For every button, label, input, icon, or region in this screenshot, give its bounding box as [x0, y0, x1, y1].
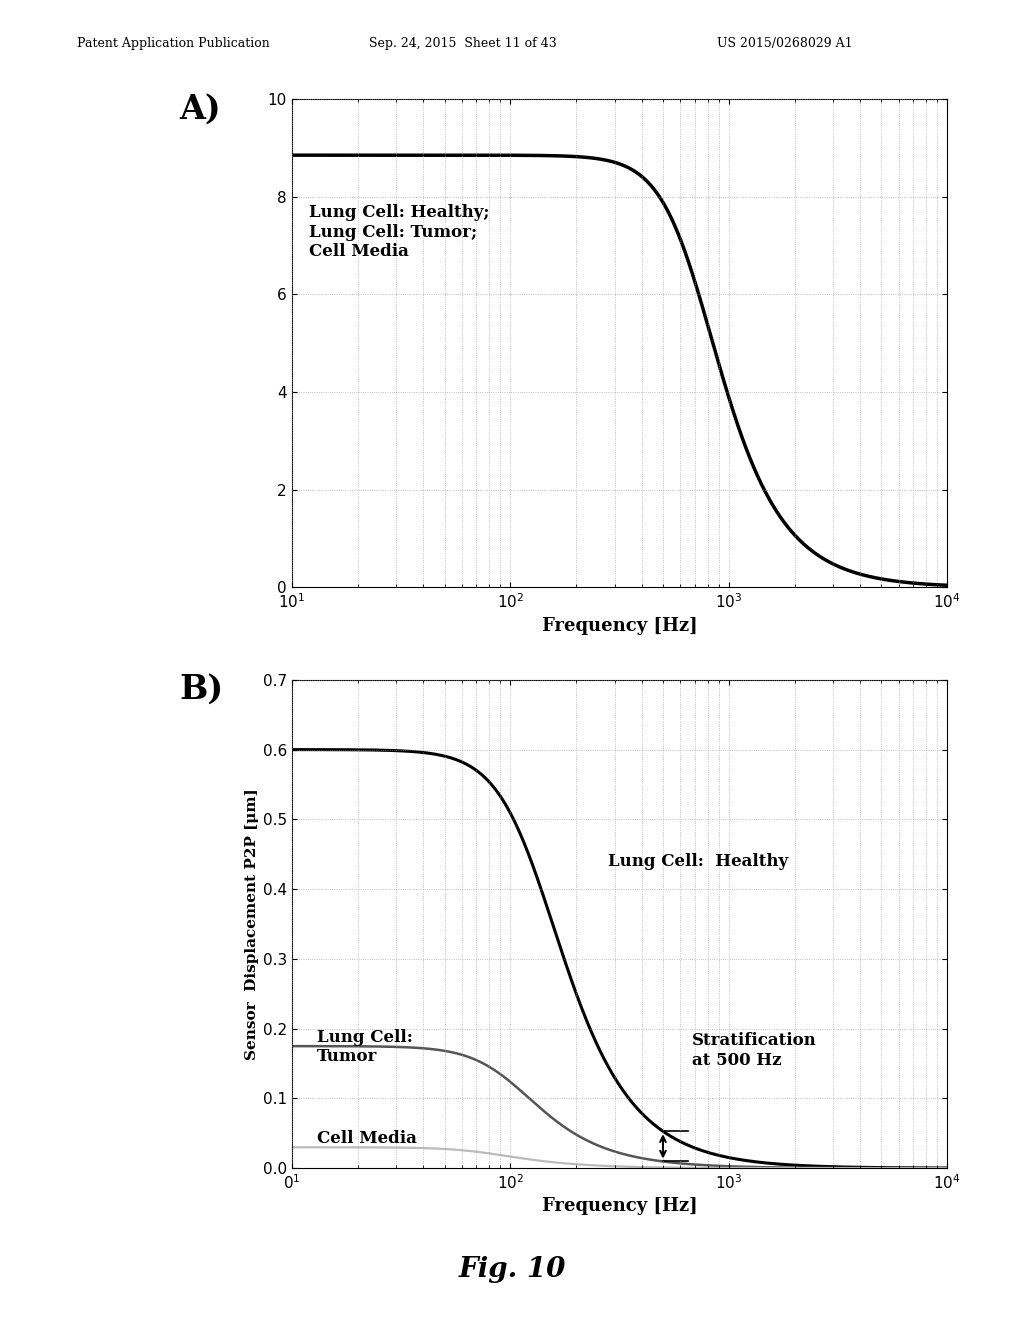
- Text: Lung Cell: Healthy;
Lung Cell: Tumor;
Cell Media: Lung Cell: Healthy; Lung Cell: Tumor; Ce…: [309, 205, 489, 260]
- Text: Patent Application Publication: Patent Application Publication: [77, 37, 269, 50]
- Text: Sep. 24, 2015  Sheet 11 of 43: Sep. 24, 2015 Sheet 11 of 43: [369, 37, 556, 50]
- Text: US 2015/0268029 A1: US 2015/0268029 A1: [717, 37, 852, 50]
- Text: Stratification
at 500 Hz: Stratification at 500 Hz: [692, 1032, 817, 1069]
- Text: Fig. 10: Fig. 10: [459, 1257, 565, 1283]
- Text: Lung Cell:
Tumor: Lung Cell: Tumor: [316, 1028, 413, 1065]
- X-axis label: Frequency [Hz]: Frequency [Hz]: [542, 616, 697, 635]
- Y-axis label: Sensor  Displacement P2P [μm]: Sensor Displacement P2P [μm]: [245, 788, 259, 1060]
- X-axis label: Frequency [Hz]: Frequency [Hz]: [542, 1197, 697, 1216]
- Text: A): A): [179, 92, 221, 125]
- Text: B): B): [179, 673, 223, 706]
- Text: Cell Media: Cell Media: [316, 1130, 417, 1147]
- Text: Lung Cell:  Healthy: Lung Cell: Healthy: [608, 853, 788, 870]
